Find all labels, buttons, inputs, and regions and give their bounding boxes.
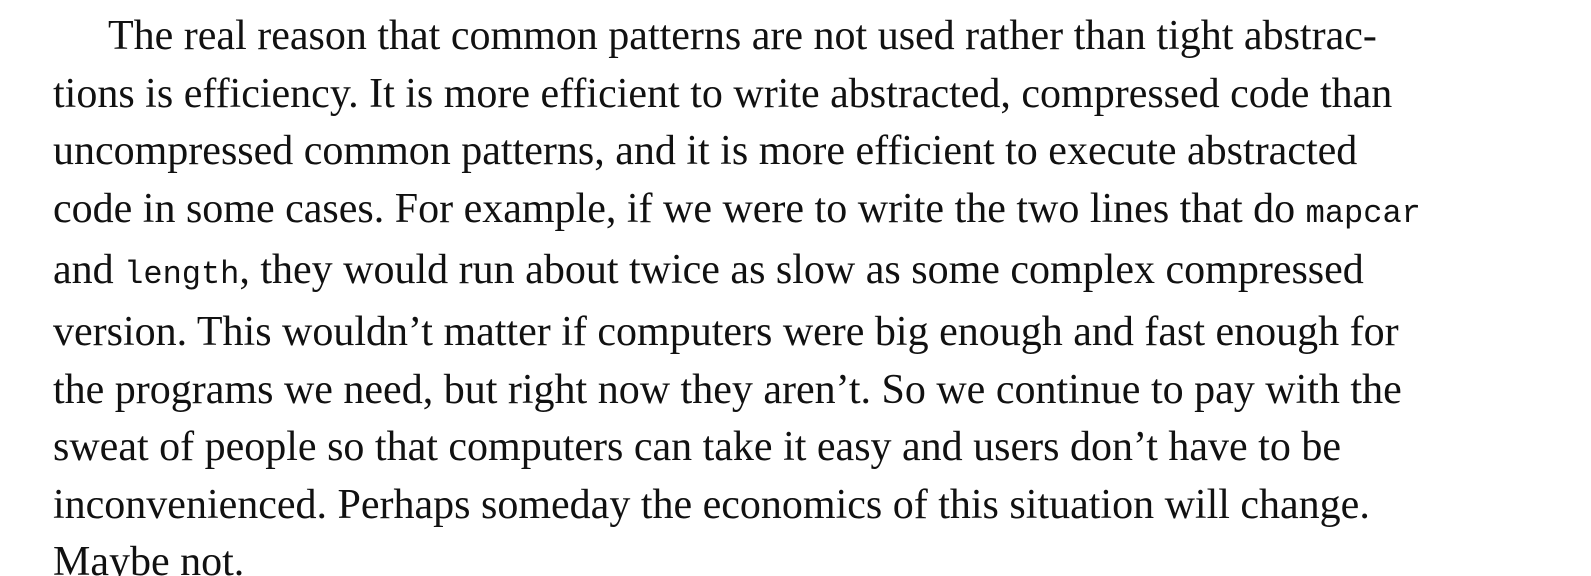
text-line: Maybe not. [53,539,245,576]
text-line: sweat of people so that computers can ta… [53,424,1341,471]
text-segment: , they would run about twice as slow as … [239,247,1364,294]
text-line: code in some cases. For example, if we w… [53,181,1421,243]
text-line: the programs we need, but right now they… [53,366,1402,413]
text-segment: and [53,247,125,294]
code-term-length: length [124,256,240,294]
text-line: inconvenienced. Perhaps someday the econ… [53,481,1370,528]
text-line: The real reason that common patterns are… [108,13,1377,59]
text-line: uncompressed common patterns, and it is … [53,128,1358,175]
text-line: and length, they would run about twice a… [53,242,1421,304]
code-term-mapcar: mapcar [1305,194,1421,232]
text-line: version. This wouldn’t matter if compute… [53,308,1399,355]
text-line: tions is efficiency. It is more efficien… [53,70,1393,117]
text-segment: code in some cases. For example, if we w… [53,185,1306,232]
body-paragraph: The real reason that common patterns are… [53,8,1421,576]
